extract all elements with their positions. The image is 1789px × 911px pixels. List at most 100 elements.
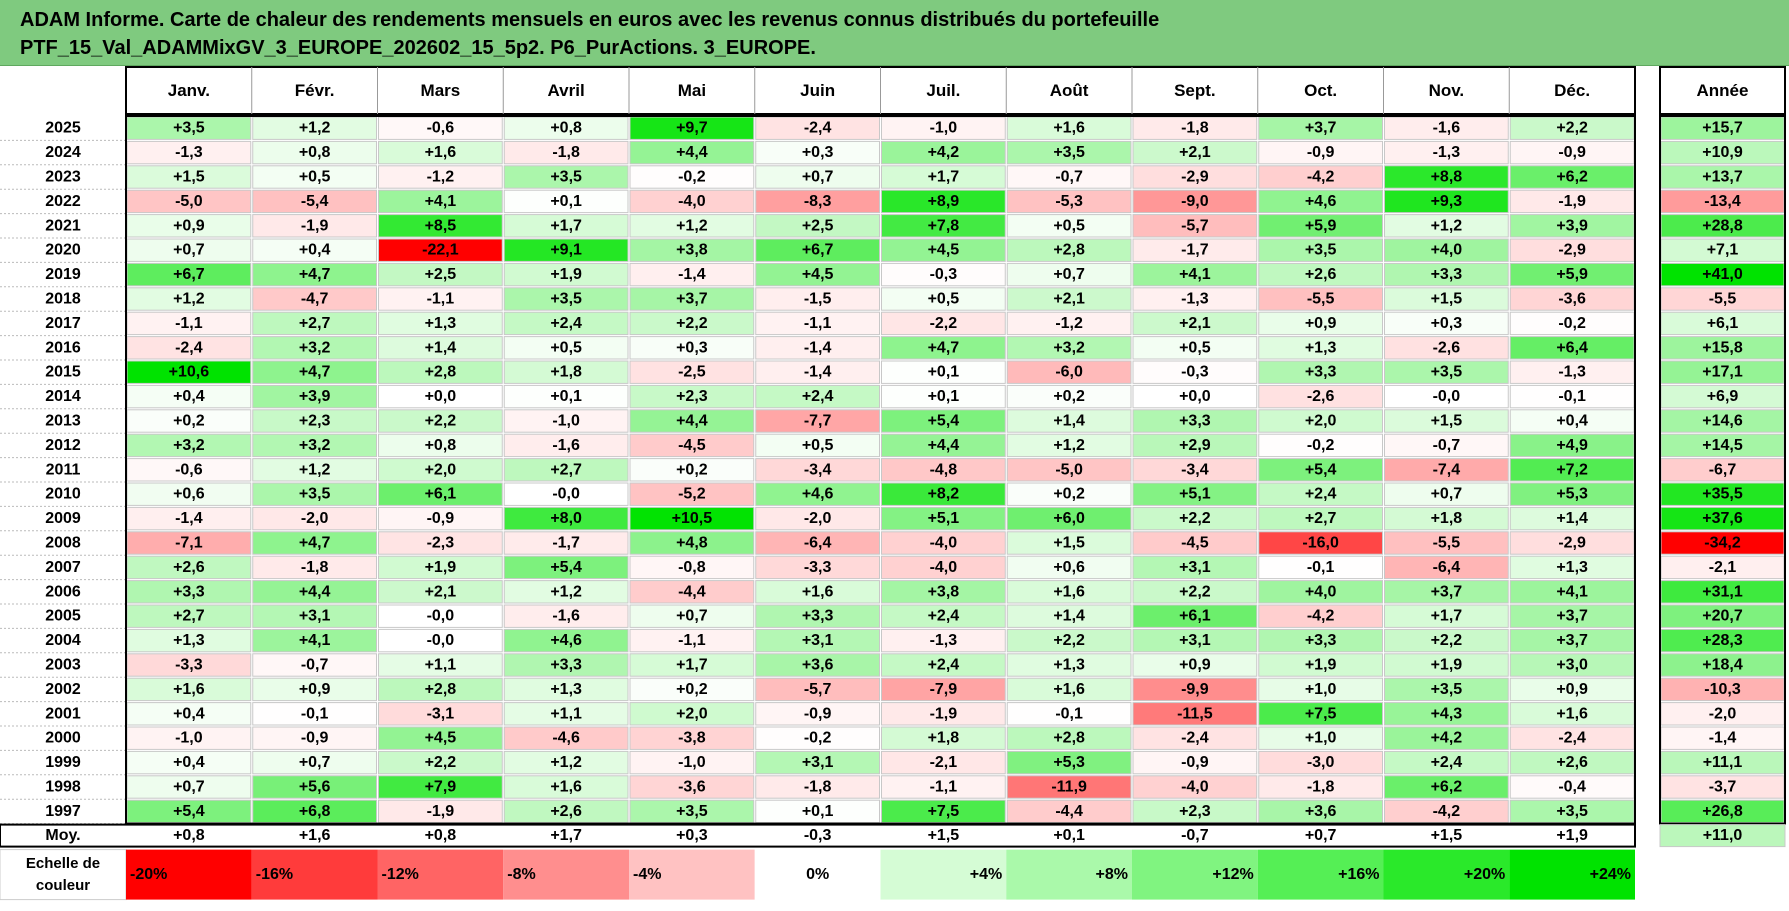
heatmap-cell — [1258, 482, 1383, 506]
average-value: +0,8 — [173, 827, 205, 844]
cell-value: -0,1 — [1055, 705, 1083, 722]
color-scale-swatch — [629, 849, 755, 900]
cell-value: +1,6 — [1556, 705, 1588, 722]
heatmap-cell — [1006, 336, 1132, 360]
color-scale-stop-label: -16% — [256, 866, 293, 883]
cell-value: -0,7 — [1055, 169, 1083, 186]
cell-value: -4,0 — [930, 535, 958, 552]
heatmap-cell — [755, 458, 880, 482]
cell-value: -2,6 — [1433, 339, 1461, 356]
cell-value: -0,2 — [678, 169, 706, 186]
heatmap-cell — [755, 677, 880, 702]
annual-value: -2,1 — [1709, 559, 1737, 576]
annual-value: +28,8 — [1702, 217, 1743, 234]
cell-value: -0,9 — [804, 705, 832, 722]
heatmap-cell — [378, 409, 503, 433]
cell-value: +3,2 — [299, 339, 331, 356]
cell-value: -7,1 — [175, 535, 203, 552]
cell-value: +4,0 — [1305, 583, 1337, 600]
heatmap-cell — [755, 726, 880, 750]
cell-value: +7,5 — [1305, 705, 1337, 722]
cell-value: +8,2 — [928, 486, 960, 503]
cell-value: +2,2 — [1053, 632, 1085, 649]
annual-value: +7,1 — [1707, 242, 1739, 259]
cell-value: +1,7 — [550, 217, 582, 234]
cell-value: +6,0 — [1053, 510, 1085, 527]
cell-value: +3,6 — [1305, 803, 1337, 820]
heatmap-cell — [1258, 262, 1383, 287]
cell-value: -2,9 — [1558, 242, 1586, 259]
heatmap-cell — [629, 384, 755, 409]
cell-value: +6,7 — [173, 266, 205, 283]
heatmap-cell — [755, 360, 880, 384]
cell-value: +3,7 — [1305, 120, 1337, 137]
heatmap-cell — [1132, 384, 1258, 409]
cell-value: -0,7 — [1433, 437, 1461, 454]
cell-value: +1,1 — [425, 657, 457, 674]
year-label: 2004 — [45, 632, 81, 649]
cell-value: +9,3 — [1431, 193, 1463, 210]
color-scale-swatch — [1132, 849, 1258, 900]
annual-value: +18,4 — [1702, 657, 1743, 674]
heatmap-cell — [252, 458, 377, 482]
cell-value: +0,0 — [1179, 388, 1211, 405]
cell-value: +2,8 — [1053, 242, 1085, 259]
cell-value: +1,2 — [550, 754, 582, 771]
heatmap-cell — [1132, 409, 1258, 433]
heatmap-cell — [1006, 238, 1132, 262]
cell-value: -0,6 — [427, 120, 455, 137]
heatmap-cell — [503, 555, 629, 580]
heatmap-cell — [629, 506, 755, 531]
heatmap-cell — [1132, 726, 1258, 750]
heatmap-cell — [629, 238, 755, 262]
annual-value: +6,9 — [1707, 388, 1739, 405]
heatmap-cell — [881, 482, 1006, 506]
cell-value: +0,9 — [173, 217, 205, 234]
average-row-frame — [0, 823, 1636, 848]
cell-value: +1,3 — [1556, 559, 1588, 576]
heatmap-cell — [1132, 702, 1258, 726]
heatmap-cell — [1006, 433, 1132, 458]
heatmap-cell — [252, 360, 377, 384]
cell-value: +2,3 — [1179, 803, 1211, 820]
heatmap-cell — [1006, 702, 1132, 726]
cell-value: -8,3 — [804, 193, 832, 210]
annual-value: -1,4 — [1709, 730, 1737, 747]
cell-value: +5,6 — [299, 779, 331, 796]
cell-value: +0,1 — [928, 364, 960, 381]
cell-value: +3,3 — [1305, 364, 1337, 381]
heatmap-cell — [378, 555, 503, 580]
heatmap-cell — [755, 750, 880, 775]
heatmap-cell — [629, 775, 755, 799]
heatmap-cell — [503, 580, 629, 604]
heatmap-cell — [1132, 238, 1258, 262]
heatmap-cell — [881, 311, 1006, 336]
cell-value: +2,2 — [425, 413, 457, 430]
cell-value: -3,4 — [1181, 461, 1209, 478]
average-value: +1,5 — [1431, 827, 1463, 844]
cell-value: +1,2 — [1053, 437, 1085, 454]
cell-value: +2,3 — [676, 388, 708, 405]
heatmap-cell — [252, 726, 377, 750]
heatmap-cell — [503, 506, 629, 531]
cell-value: -1,5 — [804, 291, 832, 308]
color-scale-swatch — [1509, 849, 1635, 900]
cell-value: -1,7 — [1181, 242, 1209, 259]
heatmap-cell — [1384, 677, 1509, 702]
cell-value: +1,3 — [1053, 657, 1085, 674]
cell-value: +4,5 — [928, 242, 960, 259]
cell-value: -0,0 — [427, 632, 455, 649]
heatmap-cell — [252, 384, 377, 409]
heatmap-cell — [881, 189, 1006, 214]
cell-value: +3,1 — [1179, 559, 1211, 576]
cell-value: +2,4 — [550, 315, 582, 332]
cell-value: +3,3 — [802, 608, 834, 625]
cell-value: +6,1 — [425, 486, 457, 503]
cell-value: -1,8 — [1307, 779, 1335, 796]
cell-value: +3,5 — [550, 169, 582, 186]
cell-value: +9,1 — [550, 242, 582, 259]
cell-value: +4,1 — [299, 632, 331, 649]
heatmap-cell — [503, 238, 629, 262]
year-label: 2000 — [45, 730, 81, 747]
year-label: 2019 — [45, 266, 81, 283]
